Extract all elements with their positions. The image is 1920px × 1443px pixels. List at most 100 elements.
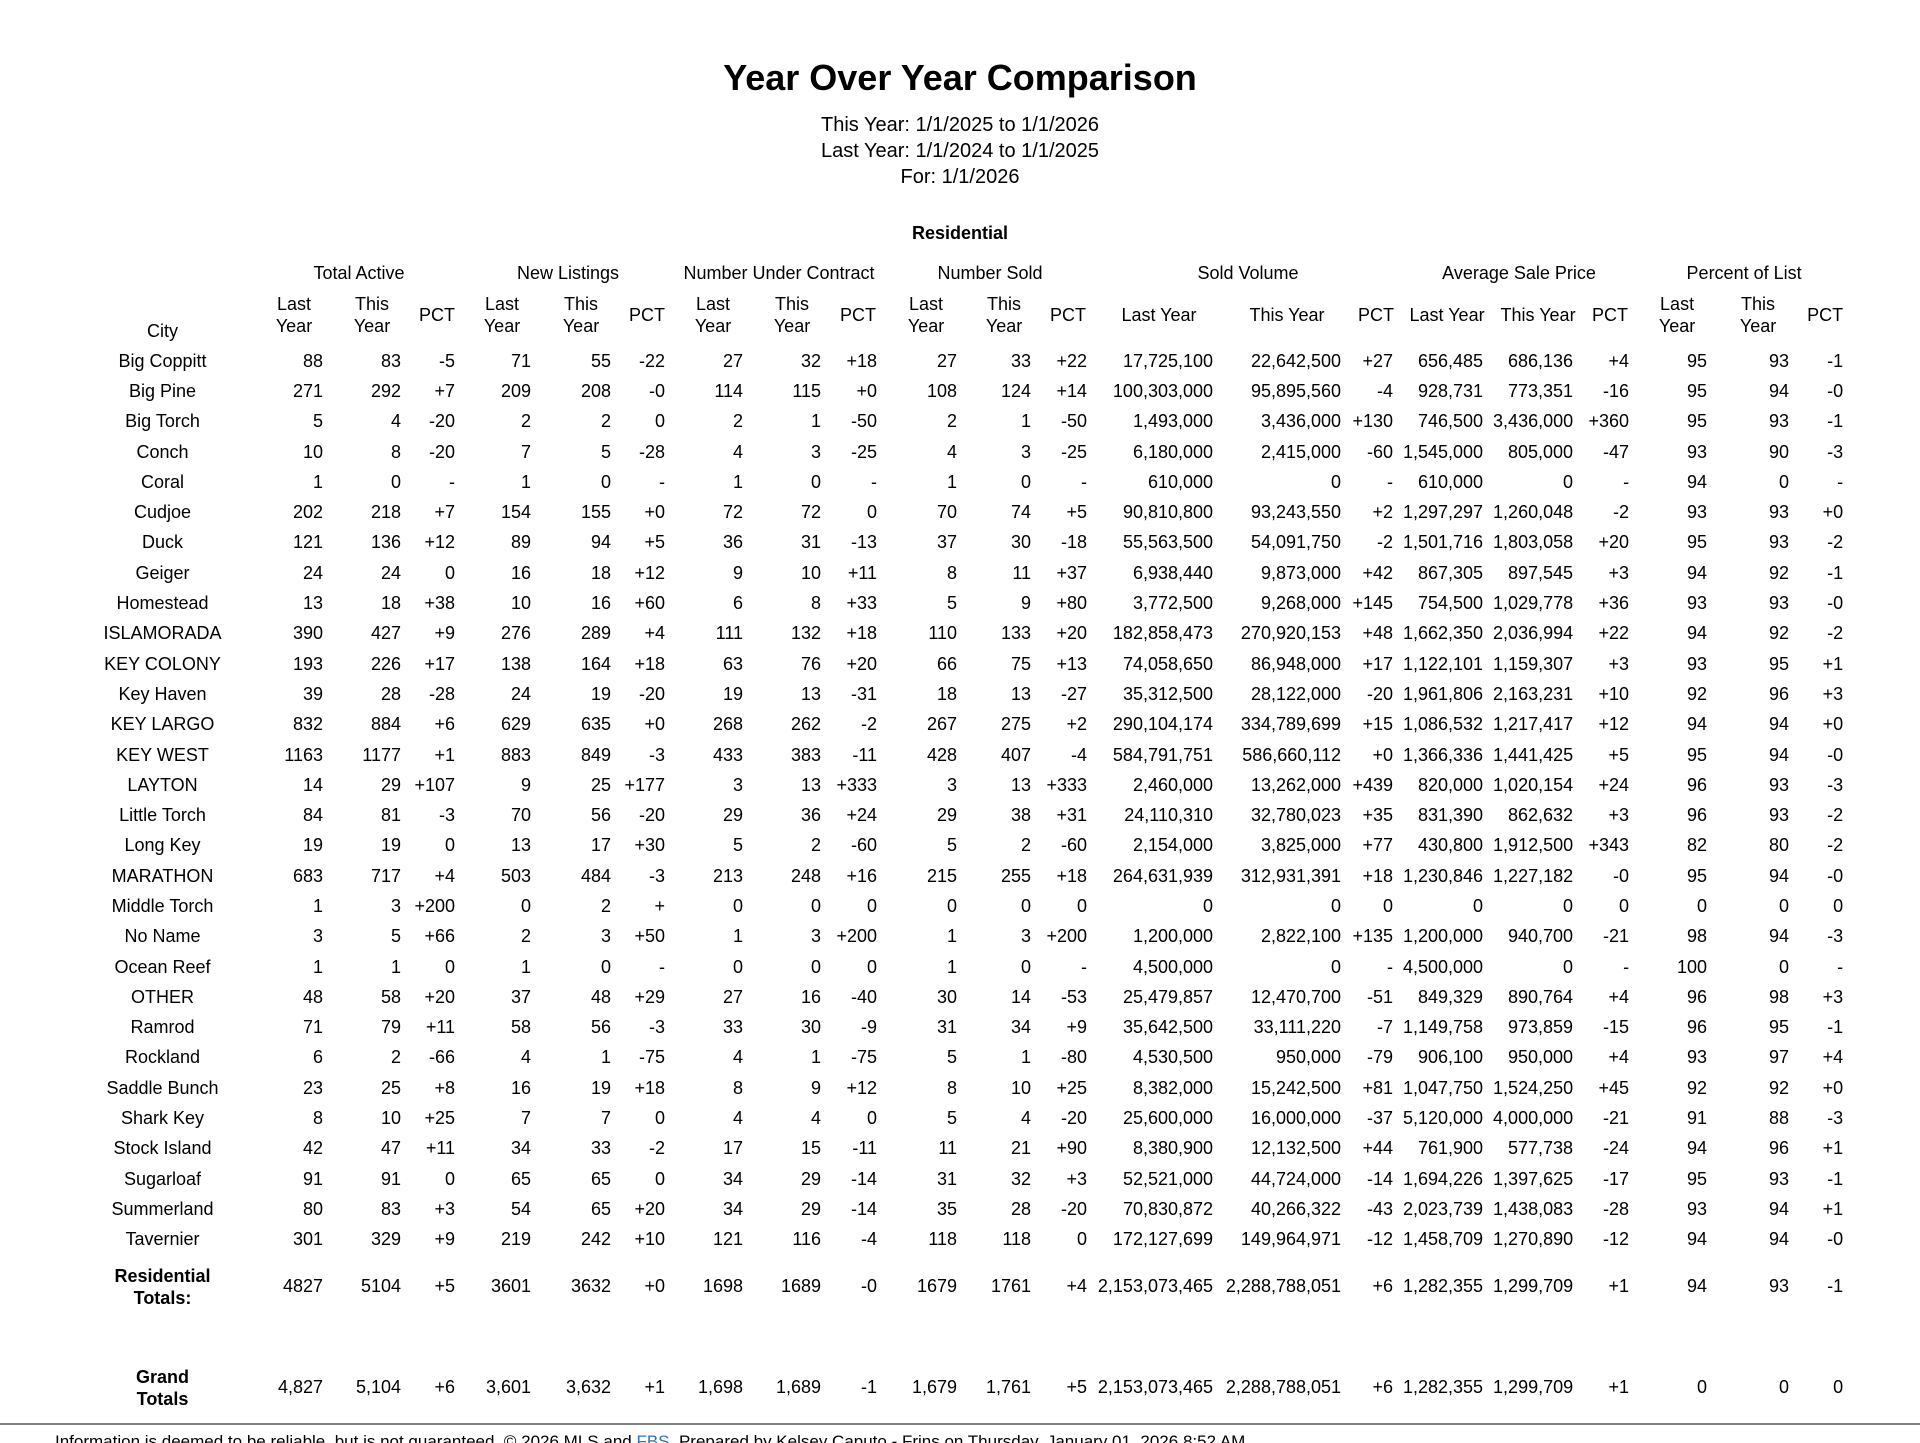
pct-cell: -12: [1367, 1229, 1394, 1250]
value-cell: 91: [302, 1168, 323, 1189]
value-cell: 154: [500, 502, 532, 523]
value-cell: 1698: [702, 1276, 744, 1297]
value-cell: 94: [1687, 471, 1708, 492]
pct-cell: +36: [1598, 593, 1630, 614]
value-cell: 29: [722, 805, 744, 826]
value-cell: 1,438,083: [1493, 1198, 1574, 1219]
value-cell: 18: [590, 562, 612, 583]
value-cell: 7: [521, 1108, 532, 1129]
column-header-pct: PCT: [629, 305, 666, 325]
pct-cell: +20: [1598, 532, 1630, 553]
pct-cell: +6: [1372, 1377, 1394, 1398]
value-cell: 3,825,000: [1260, 835, 1342, 856]
value-cell: 31: [937, 1017, 958, 1038]
value-cell: 1: [521, 471, 532, 492]
value-cell: 1,912,500: [1493, 835, 1574, 856]
group-header-percent-of-list: Percent of List: [1686, 263, 1802, 283]
value-cell: 33: [722, 1017, 744, 1038]
pct-cell: -0: [1827, 1229, 1844, 1250]
pct-cell: +48: [1362, 623, 1394, 644]
city-cell: Homestead: [116, 593, 209, 614]
value-cell: 17: [590, 835, 612, 856]
city-cell: LAYTON: [127, 774, 198, 795]
pct-cell: -3: [439, 805, 456, 826]
value-cell: 2,288,788,051: [1225, 1377, 1342, 1398]
value-cell: 219: [500, 1229, 532, 1250]
pct-cell: +107: [414, 774, 456, 795]
pct-cell: +16: [846, 865, 878, 886]
value-cell: 1: [601, 1047, 612, 1068]
pct-cell: +3: [1608, 805, 1630, 826]
pct-cell: -2: [649, 1138, 666, 1159]
pct-cell: +81: [1362, 1077, 1394, 1098]
city-cell: Shark Key: [120, 1108, 205, 1129]
value-cell: 18: [380, 593, 401, 614]
value-cell: 610,000: [1147, 471, 1214, 492]
value-cell: 76: [800, 653, 822, 674]
value-cell: 27: [722, 350, 744, 371]
value-cell: 1,200,000: [1402, 926, 1484, 947]
value-cell: 292: [370, 380, 401, 401]
pct-cell: +29: [634, 986, 666, 1007]
table-row: Big Pine 271 292 +7 209 208 -0 114 115 +0 108 124 +1…: [70, 376, 1851, 406]
city-cell: Big Coppitt: [118, 350, 207, 371]
value-cell: 0: [1779, 1377, 1790, 1398]
column-header-city: City: [147, 321, 178, 341]
value-cell: 47: [380, 1138, 401, 1159]
value-cell: 24,110,310: [1124, 805, 1214, 826]
pct-cell: 0: [867, 502, 878, 523]
value-cell: 2,288,788,051: [1225, 1276, 1342, 1297]
value-cell: 1761: [990, 1276, 1032, 1297]
pct-cell: -0: [1827, 744, 1844, 765]
value-cell: 8: [390, 441, 401, 462]
value-cell: 3: [601, 926, 612, 947]
pct-cell: +90: [1056, 1138, 1088, 1159]
value-cell: 1,689: [775, 1377, 822, 1398]
value-cell: 94: [1687, 1276, 1708, 1297]
pct-cell: -60: [851, 835, 878, 856]
pct-cell: +25: [424, 1108, 456, 1129]
value-cell: 100: [1677, 956, 1708, 977]
value-cell: 9: [733, 562, 744, 583]
pct-cell: +17: [424, 653, 456, 674]
value-cell: 65: [590, 1168, 612, 1189]
fbs-link[interactable]: FBS: [636, 1431, 670, 1443]
pct-cell: -: [1837, 956, 1844, 977]
value-cell: 93: [1769, 350, 1790, 371]
pct-cell: +14: [1056, 380, 1088, 401]
value-cell: 1,282,355: [1402, 1377, 1484, 1398]
pct-cell: -80: [1061, 1047, 1088, 1068]
value-cell: 95: [1687, 865, 1708, 886]
value-cell: 0: [733, 895, 744, 916]
value-cell: 0: [811, 471, 822, 492]
pct-cell: +12: [634, 562, 666, 583]
value-cell: 16: [800, 986, 822, 1007]
value-cell: 21: [1011, 1138, 1032, 1159]
value-cell: 9: [1021, 593, 1032, 614]
city-cell: No Name: [124, 926, 201, 947]
value-cell: 1,122,101: [1402, 653, 1484, 674]
value-cell: 35,642,500: [1122, 1017, 1214, 1038]
pct-cell: -1: [861, 1377, 878, 1398]
value-cell: 2: [521, 411, 532, 432]
pct-cell: +6: [1372, 1276, 1394, 1297]
value-cell: 0: [947, 895, 958, 916]
column-header-pct: PCT: [1358, 305, 1395, 325]
pct-cell: -1: [1827, 350, 1844, 371]
pct-cell: -: [1387, 471, 1394, 492]
value-cell: 1,297,297: [1402, 502, 1484, 523]
value-cell: 8: [312, 1108, 323, 1129]
value-cell: 0: [1779, 956, 1790, 977]
pct-cell: 0: [1833, 1377, 1844, 1398]
value-cell: 19: [590, 1077, 612, 1098]
pct-cell: +18: [634, 1077, 666, 1098]
table-row: Key Haven 39 28 -28 24 19 -20 19 13 -31 18 13 -27 35,…: [70, 679, 1851, 709]
value-cell: 5: [390, 926, 401, 947]
value-cell: 4: [811, 1108, 822, 1129]
value-cell: 155: [580, 502, 612, 523]
value-cell: 52,521,000: [1122, 1168, 1214, 1189]
pct-cell: +3: [1608, 562, 1630, 583]
pct-cell: -0: [649, 380, 666, 401]
pct-cell: 0: [445, 562, 456, 583]
value-cell: 31: [937, 1168, 958, 1189]
